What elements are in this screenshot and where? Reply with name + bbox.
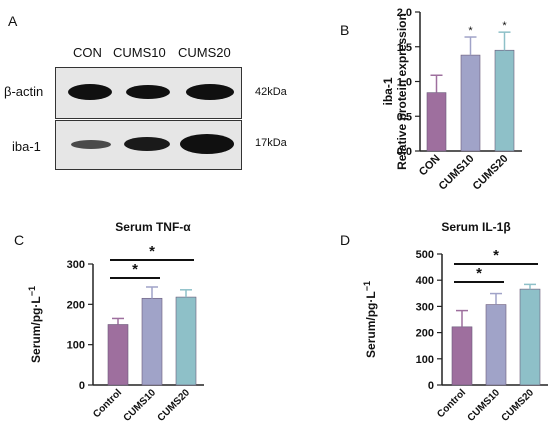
bar xyxy=(485,304,507,386)
bar xyxy=(519,288,541,386)
chart-title: Serum IL-1β xyxy=(441,220,510,234)
y-tick-label: 0.5 xyxy=(397,111,412,123)
blot-size-42kda: 42kDa xyxy=(255,86,287,98)
x-category-label: Control xyxy=(435,387,468,420)
blot-band xyxy=(71,140,111,149)
significance-marker: * xyxy=(476,265,482,282)
y-axis-label-line: Relative protein expression xyxy=(395,13,409,170)
lane-label-cums20: CUMS20 xyxy=(178,45,231,60)
blot-row-label-iba1: iba-1 xyxy=(12,139,41,154)
panel-label-a: A xyxy=(8,13,18,29)
y-tick-label: 300 xyxy=(416,301,434,313)
y-tick-label: 100 xyxy=(416,354,434,366)
y-tick-label: 0 xyxy=(428,380,434,392)
blot-band xyxy=(186,84,234,100)
panel-label-d: D xyxy=(340,232,351,248)
y-axis-label: Serum/pg·L−1 xyxy=(362,281,378,358)
y-tick-label: 100 xyxy=(67,340,85,352)
y-tick-label: 0.0 xyxy=(397,146,412,158)
y-tick-label: 1.0 xyxy=(397,77,412,89)
significance-marker: * xyxy=(468,25,473,37)
y-axis-label: iba-1 Relative protein expression xyxy=(381,13,409,170)
y-tick-label: 200 xyxy=(416,328,434,340)
bar xyxy=(451,326,473,386)
significance-marker: * xyxy=(149,243,155,260)
significance-marker: * xyxy=(502,20,507,32)
y-tick-label: 2.0 xyxy=(397,7,412,19)
y-axis-label-line: iba-1 xyxy=(381,77,395,105)
y-tick-label: 400 xyxy=(416,275,434,287)
y-tick-label: 1.5 xyxy=(397,42,412,54)
blot-band xyxy=(68,84,112,100)
y-tick-label: 0 xyxy=(79,380,85,392)
chart-title: Serum TNF-α xyxy=(115,220,191,234)
significance-marker: * xyxy=(493,247,499,264)
x-category-label: CUMS20 xyxy=(500,387,537,424)
panel-label-b: B xyxy=(340,22,350,38)
y-tick-label: 500 xyxy=(416,249,434,261)
x-category-label: CUMS10 xyxy=(466,387,503,424)
y-axis-label: Serum/pg·L−1 xyxy=(27,286,43,363)
significance-marker: * xyxy=(132,261,138,278)
panel-label-c: C xyxy=(14,232,25,248)
y-tick-label: 200 xyxy=(67,299,85,311)
blot-strip-beta-actin xyxy=(55,67,242,119)
blot-band xyxy=(126,85,170,99)
lane-label-con: CON xyxy=(73,45,102,60)
lane-label-cums10: CUMS10 xyxy=(113,45,166,60)
blot-band xyxy=(180,134,234,154)
blot-row-label-beta-actin: β-actin xyxy=(4,84,44,99)
blot-band xyxy=(124,137,170,151)
blot-size-17kda: 17kDa xyxy=(255,137,287,149)
y-tick-label: 300 xyxy=(67,259,85,271)
blot-strip-iba1 xyxy=(55,120,242,170)
